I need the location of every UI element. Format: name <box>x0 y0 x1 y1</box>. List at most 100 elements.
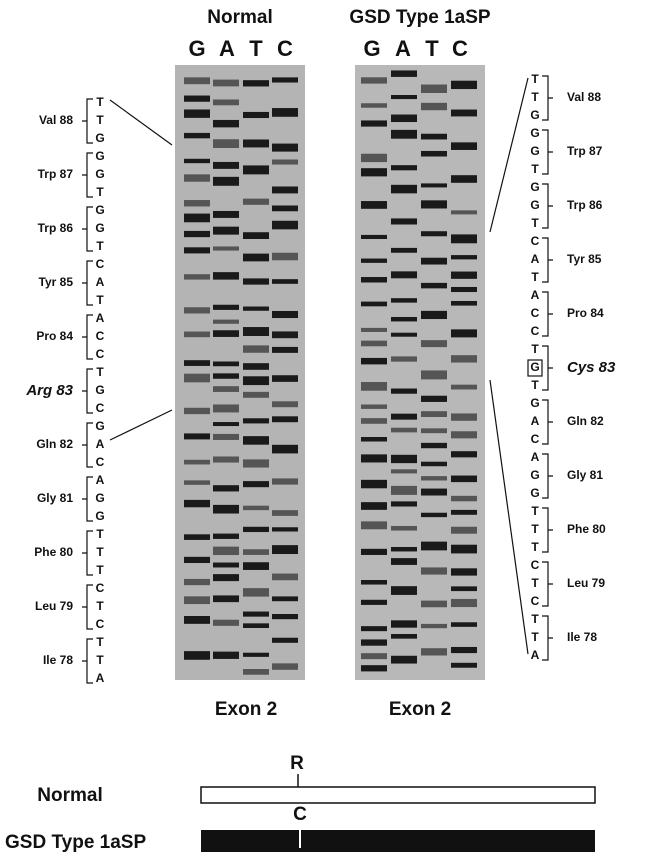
gel-band <box>184 596 210 605</box>
gel-band <box>213 456 239 463</box>
gel-band <box>184 200 210 207</box>
gel-band <box>361 599 387 605</box>
gel-band <box>243 327 269 336</box>
gel-band <box>451 413 477 421</box>
base: G <box>530 126 539 140</box>
gel-band <box>272 186 298 194</box>
gel-band <box>451 255 477 260</box>
gel-band <box>272 331 298 339</box>
base: G <box>95 167 104 181</box>
gel-band <box>451 544 477 554</box>
gel-band <box>451 622 477 627</box>
gel-band <box>451 300 477 306</box>
base: C <box>531 558 540 572</box>
gel-band <box>421 411 447 418</box>
gel-band <box>272 416 298 423</box>
gel-band <box>243 623 269 628</box>
gel-band <box>451 475 477 483</box>
base: A <box>96 275 105 289</box>
gel-band <box>184 132 210 139</box>
base: T <box>96 185 104 199</box>
base: T <box>531 504 539 518</box>
gel-band <box>213 562 239 568</box>
gel-band <box>391 485 417 495</box>
lane-label: C <box>277 36 293 61</box>
base: G <box>530 360 539 374</box>
gel-band <box>421 488 447 496</box>
base: T <box>96 527 104 541</box>
gel-band <box>243 198 269 205</box>
gel-band <box>213 330 239 337</box>
gel-band <box>451 662 477 668</box>
normal-bar <box>200 786 596 804</box>
gel-band <box>421 512 447 518</box>
base: C <box>96 401 105 415</box>
gel-band <box>361 201 387 209</box>
gel-band <box>213 272 239 280</box>
gel-band <box>361 382 387 391</box>
gel-band <box>361 120 387 127</box>
gel-band <box>184 651 210 660</box>
gel-band <box>243 391 269 398</box>
gel-band <box>451 495 477 502</box>
codon-label: Trp 86 <box>38 221 74 235</box>
gel-band <box>213 574 239 582</box>
gel-band <box>391 129 417 139</box>
gel-band <box>361 580 387 585</box>
bracket <box>542 615 553 661</box>
gel-band <box>213 422 239 427</box>
gel-band <box>213 619 239 626</box>
base: C <box>531 432 540 446</box>
gel-band <box>243 232 269 239</box>
bracket <box>82 98 93 144</box>
gel-band <box>451 586 477 592</box>
base: C <box>96 257 105 271</box>
bracket <box>542 183 553 229</box>
codon-label: Leu 79 <box>567 576 605 590</box>
gel-band <box>243 278 269 285</box>
gel-band <box>391 427 417 433</box>
base: G <box>95 149 104 163</box>
gel-right <box>355 65 485 680</box>
gel-band <box>361 479 387 489</box>
gel-band <box>451 355 477 363</box>
gel-band <box>184 360 210 366</box>
gel-band <box>184 499 210 508</box>
gel-left <box>175 65 305 680</box>
codon-label: Trp 86 <box>567 198 603 212</box>
gel-band <box>361 665 387 672</box>
gel-band <box>421 340 447 348</box>
codon-label: Tyr 85 <box>567 252 602 266</box>
gel-band <box>213 533 239 539</box>
gel-band <box>421 257 447 265</box>
gel-band <box>272 510 298 516</box>
base: A <box>531 648 540 662</box>
base: G <box>530 144 539 158</box>
gel-band <box>272 401 298 408</box>
bracket <box>82 530 93 576</box>
base-box <box>527 359 543 377</box>
gel-band <box>184 459 210 465</box>
gel-band <box>361 258 387 263</box>
gel-band <box>421 476 447 481</box>
gel-band <box>272 279 298 284</box>
gel-band <box>451 109 477 117</box>
gel-band <box>272 108 298 117</box>
title-mutant: GSD Type 1aSP <box>349 7 490 28</box>
gel-band <box>243 165 269 175</box>
gel-band <box>391 501 417 507</box>
codon-label: Leu 79 <box>35 599 73 613</box>
gel-band <box>243 418 269 424</box>
gel-band <box>243 588 269 597</box>
gel-band <box>272 478 298 485</box>
gel-band <box>184 307 210 314</box>
gel-band <box>272 346 298 353</box>
gel-band <box>451 568 477 576</box>
base: T <box>96 635 104 649</box>
base: G <box>530 180 539 194</box>
lane-label: T <box>425 36 439 61</box>
gel-band <box>421 183 447 188</box>
gel-band <box>243 526 269 533</box>
gel-band <box>451 509 477 515</box>
gel-band <box>451 234 477 244</box>
